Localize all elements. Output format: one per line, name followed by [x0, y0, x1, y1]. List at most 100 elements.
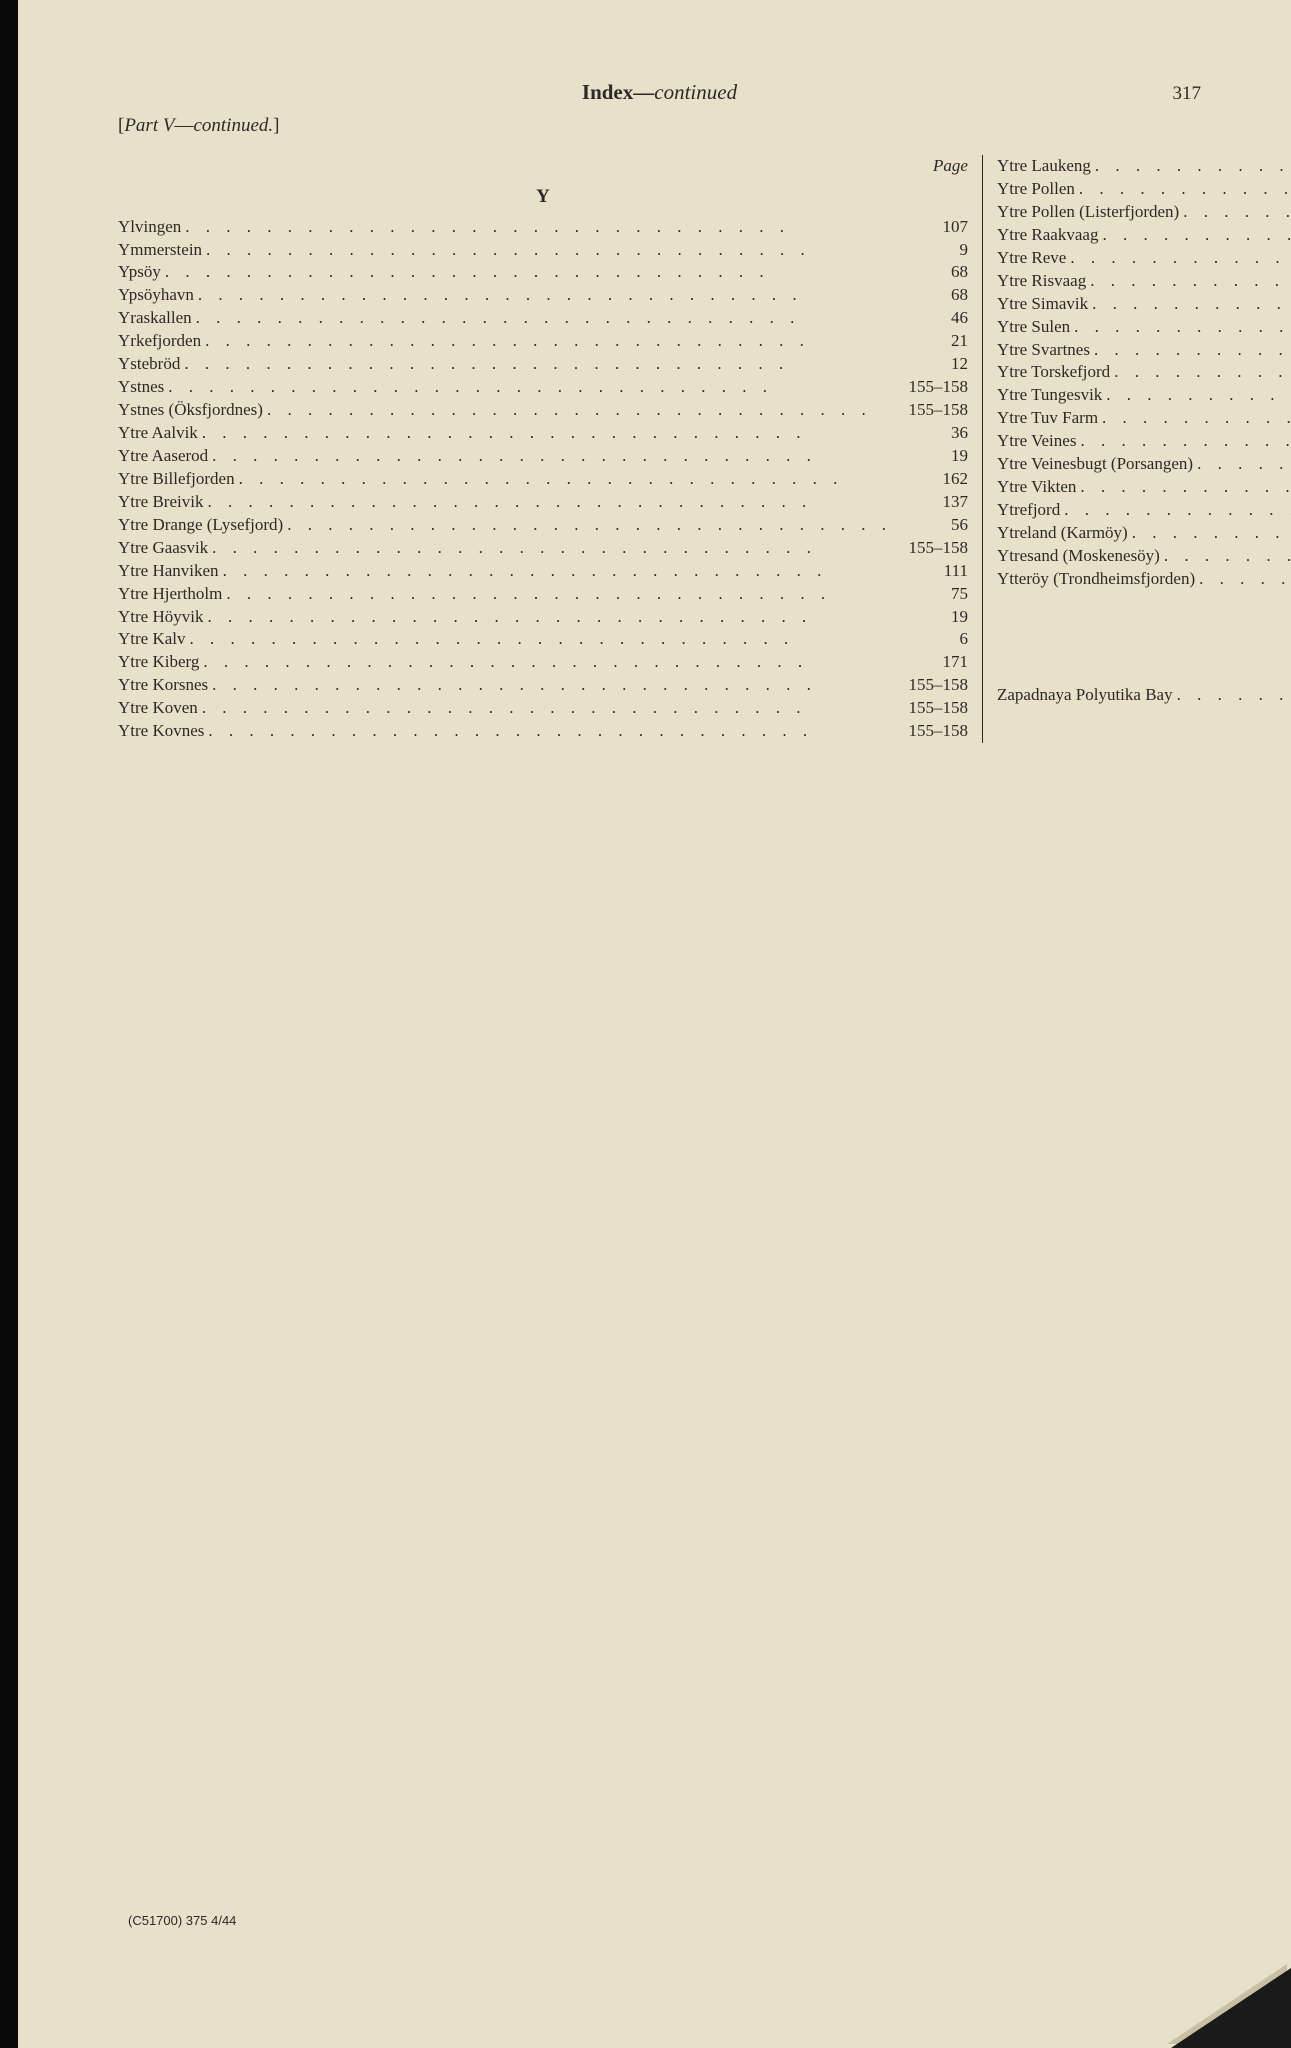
- index-entry: Ytre Veines. . . . . . . . . . . . . . .…: [997, 430, 1291, 453]
- index-entry: Ytreland (Karmöy). . . . . . . . . . . .…: [997, 522, 1291, 545]
- index-entry: Ytre Sulen. . . . . . . . . . . . . . . …: [997, 316, 1291, 339]
- index-entry: Yrkefjorden. . . . . . . . . . . . . . .…: [118, 330, 968, 353]
- entry-leader: . . . . . . . . . . . . . . . . . . . . …: [161, 261, 896, 284]
- entry-name: Ytre Veinesbugt (Porsangen): [997, 453, 1193, 476]
- header-row: Index—continued 317: [118, 80, 1201, 105]
- bracket-close: ]: [273, 115, 279, 136]
- entry-leader: . . . . . . . . . . . . . . . . . . . . …: [1173, 684, 1291, 707]
- entry-name: Ylvingen: [118, 216, 181, 239]
- entry-leader: . . . . . . . . . . . . . . . . . . . . …: [180, 353, 896, 376]
- entry-page: 36: [896, 422, 968, 445]
- index-entry: Ytre Koven. . . . . . . . . . . . . . . …: [118, 697, 968, 720]
- entry-name: Ytre Veines: [997, 430, 1076, 453]
- entry-leader: . . . . . . . . . . . . . . . . . . . . …: [1086, 270, 1291, 293]
- entry-page: 9: [896, 239, 968, 262]
- entry-name: Ytre Raakvaag: [997, 224, 1098, 247]
- entry-leader: . . . . . . . . . . . . . . . . . . . . …: [1088, 293, 1291, 316]
- index-entry: Ytre Raakvaag. . . . . . . . . . . . . .…: [997, 224, 1291, 247]
- index-entry: Ytre Kovnes. . . . . . . . . . . . . . .…: [118, 720, 968, 743]
- index-entry: Ytre Breivik. . . . . . . . . . . . . . …: [118, 491, 968, 514]
- index-entry: Ytre Höyvik. . . . . . . . . . . . . . .…: [118, 606, 968, 629]
- entry-leader: . . . . . . . . . . . . . . . . . . . . …: [263, 399, 896, 422]
- entry-leader: . . . . . . . . . . . . . . . . . . . . …: [204, 720, 896, 743]
- entry-leader: . . . . . . . . . . . . . . . . . . . . …: [1110, 361, 1291, 384]
- left-entries: Ylvingen . . . . . . . . . . . . . . . . …: [118, 216, 968, 744]
- entry-leader: . . . . . . . . . . . . . . . . . . . . …: [1102, 384, 1291, 407]
- entry-name: Ytre Höyvik: [118, 606, 203, 629]
- entry-name: Ystnes (Öksfjordnes): [118, 399, 263, 422]
- entry-name: Ytreland (Karmöy): [997, 522, 1128, 545]
- entry-name: Ytre Breivik: [118, 491, 203, 514]
- entry-name: Ytre Svartnes: [997, 339, 1090, 362]
- index-entry: Ytre Laukeng. . . . . . . . . . . . . . …: [997, 155, 1291, 178]
- entry-page: 19: [896, 445, 968, 468]
- index-entry: Ytre Tuv Farm. . . . . . . . . . . . . .…: [997, 407, 1291, 430]
- index-entry: Ytre Tungesvik. . . . . . . . . . . . . …: [997, 384, 1291, 407]
- entry-name: Ypsöyhavn: [118, 284, 194, 307]
- part-dash: —: [174, 115, 193, 136]
- entry-name: Ystebröd: [118, 353, 180, 376]
- index-entry: Zapadnaya Polyutika Bay. . . . . . . . .…: [997, 684, 1291, 707]
- entry-name: Ytre Risvaag: [997, 270, 1086, 293]
- entry-leader: . . . . . . . . . . . . . . . . . . . . …: [208, 445, 896, 468]
- index-entry: Ytre Vikten. . . . . . . . . . . . . . .…: [997, 476, 1291, 499]
- entry-name: Ytre Sulen: [997, 316, 1070, 339]
- entry-page: 155–158: [896, 720, 968, 743]
- entry-name: Yrkefjorden: [118, 330, 201, 353]
- entry-name: Ytre Vikten: [997, 476, 1076, 499]
- footer-imprint: (C51700) 375 4/44: [128, 1913, 236, 1928]
- entry-page: 155–158: [896, 399, 968, 422]
- entry-name: Ytre Kalv: [118, 628, 186, 651]
- index-entry: Ytre Veinesbugt (Porsangen). . . . . . .…: [997, 453, 1291, 476]
- section-z: Z: [997, 641, 1291, 667]
- entry-leader: . . . . . . . . . . . . . . . . . . . . …: [1160, 545, 1291, 568]
- entry-page: 111: [896, 560, 968, 583]
- entry-name: Ytre Koven: [118, 697, 198, 720]
- part-line: [Part V—continued.]: [118, 115, 1201, 137]
- entry-page: 68: [896, 261, 968, 284]
- entry-page: 68: [896, 284, 968, 307]
- index-entry: Ytre Korsnes. . . . . . . . . . . . . . …: [118, 674, 968, 697]
- index-entry: Ytre Simavik. . . . . . . . . . . . . . …: [997, 293, 1291, 316]
- dogear: [1171, 1968, 1291, 2048]
- index-entry: Ytrefjord. . . . . . . . . . . . . . . .…: [997, 499, 1291, 522]
- entry-page: 155–158: [896, 697, 968, 720]
- title-dash: —: [633, 80, 654, 104]
- index-entry: Ytre Kalv. . . . . . . . . . . . . . . .…: [118, 628, 968, 651]
- entry-page: 155–158: [896, 537, 968, 560]
- entry-name: Ytre Aalvik: [118, 422, 198, 445]
- part-word: Part V: [124, 115, 174, 136]
- entry-leader: . . . . . . . . . . . . . . . . . . . . …: [1193, 453, 1291, 476]
- entry-name: Ytre Reve: [997, 247, 1066, 270]
- index-columns: Page Y Ylvingen. . . . . . . . . . . . .…: [118, 155, 1201, 743]
- entry-leader: . . . . . . . . . . . . . . . . . . . . …: [1179, 201, 1291, 224]
- entry-leader: . . . . . . . . . . . . . . . . . . . . …: [199, 651, 896, 674]
- left-column: Page Y Ylvingen. . . . . . . . . . . . .…: [118, 155, 982, 743]
- entry-page: 171: [896, 651, 968, 674]
- index-entry: Ylvingen. . . . . . . . . . . . . . . . …: [118, 216, 968, 239]
- entry-leader: . . . . . . . . . . . . . . . . . . . . …: [1076, 476, 1291, 499]
- entry-name: Ytre Pollen (Listerfjorden): [997, 201, 1179, 224]
- entry-name: Ytre Hanviken: [118, 560, 219, 583]
- index-entry: Ytre Gaasvik. . . . . . . . . . . . . . …: [118, 537, 968, 560]
- entry-name: Ytre Torskefjord: [997, 361, 1110, 384]
- entry-page: 6: [896, 628, 968, 651]
- header-title: Index—continued: [178, 80, 1141, 105]
- entry-page: 19: [896, 606, 968, 629]
- entry-leader: . . . . . . . . . . . . . . . . . . . . …: [1098, 407, 1291, 430]
- entry-leader: . . . . . . . . . . . . . . . . . . . . …: [198, 422, 896, 445]
- entry-leader: . . . . . . . . . . . . . . . . . . . . …: [208, 537, 896, 560]
- index-entry: Ypsöy. . . . . . . . . . . . . . . . . .…: [118, 261, 968, 284]
- index-entry: Ypsöyhavn. . . . . . . . . . . . . . . .…: [118, 284, 968, 307]
- page: Index—continued 317 [Part V—continued.] …: [0, 0, 1291, 2048]
- entry-page: 107: [896, 216, 968, 239]
- entry-name: Ytteröy (Trondheimsfjorden): [997, 568, 1195, 591]
- index-entry: Ytre Svartnes. . . . . . . . . . . . . .…: [997, 339, 1291, 362]
- index-entry: Ytre Aaserod. . . . . . . . . . . . . . …: [118, 445, 968, 468]
- index-entry: Ystebröd. . . . . . . . . . . . . . . . …: [118, 353, 968, 376]
- entry-page: 162: [896, 468, 968, 491]
- entry-leader: . . . . . . . . . . . . . . . . . . . . …: [198, 697, 896, 720]
- entry-name: Ytre Laukeng: [997, 155, 1091, 178]
- entry-leader: . . . . . . . . . . . . . . . . . . . . …: [1060, 499, 1291, 522]
- entry-leader: . . . . . . . . . . . . . . . . . . . . …: [283, 514, 896, 537]
